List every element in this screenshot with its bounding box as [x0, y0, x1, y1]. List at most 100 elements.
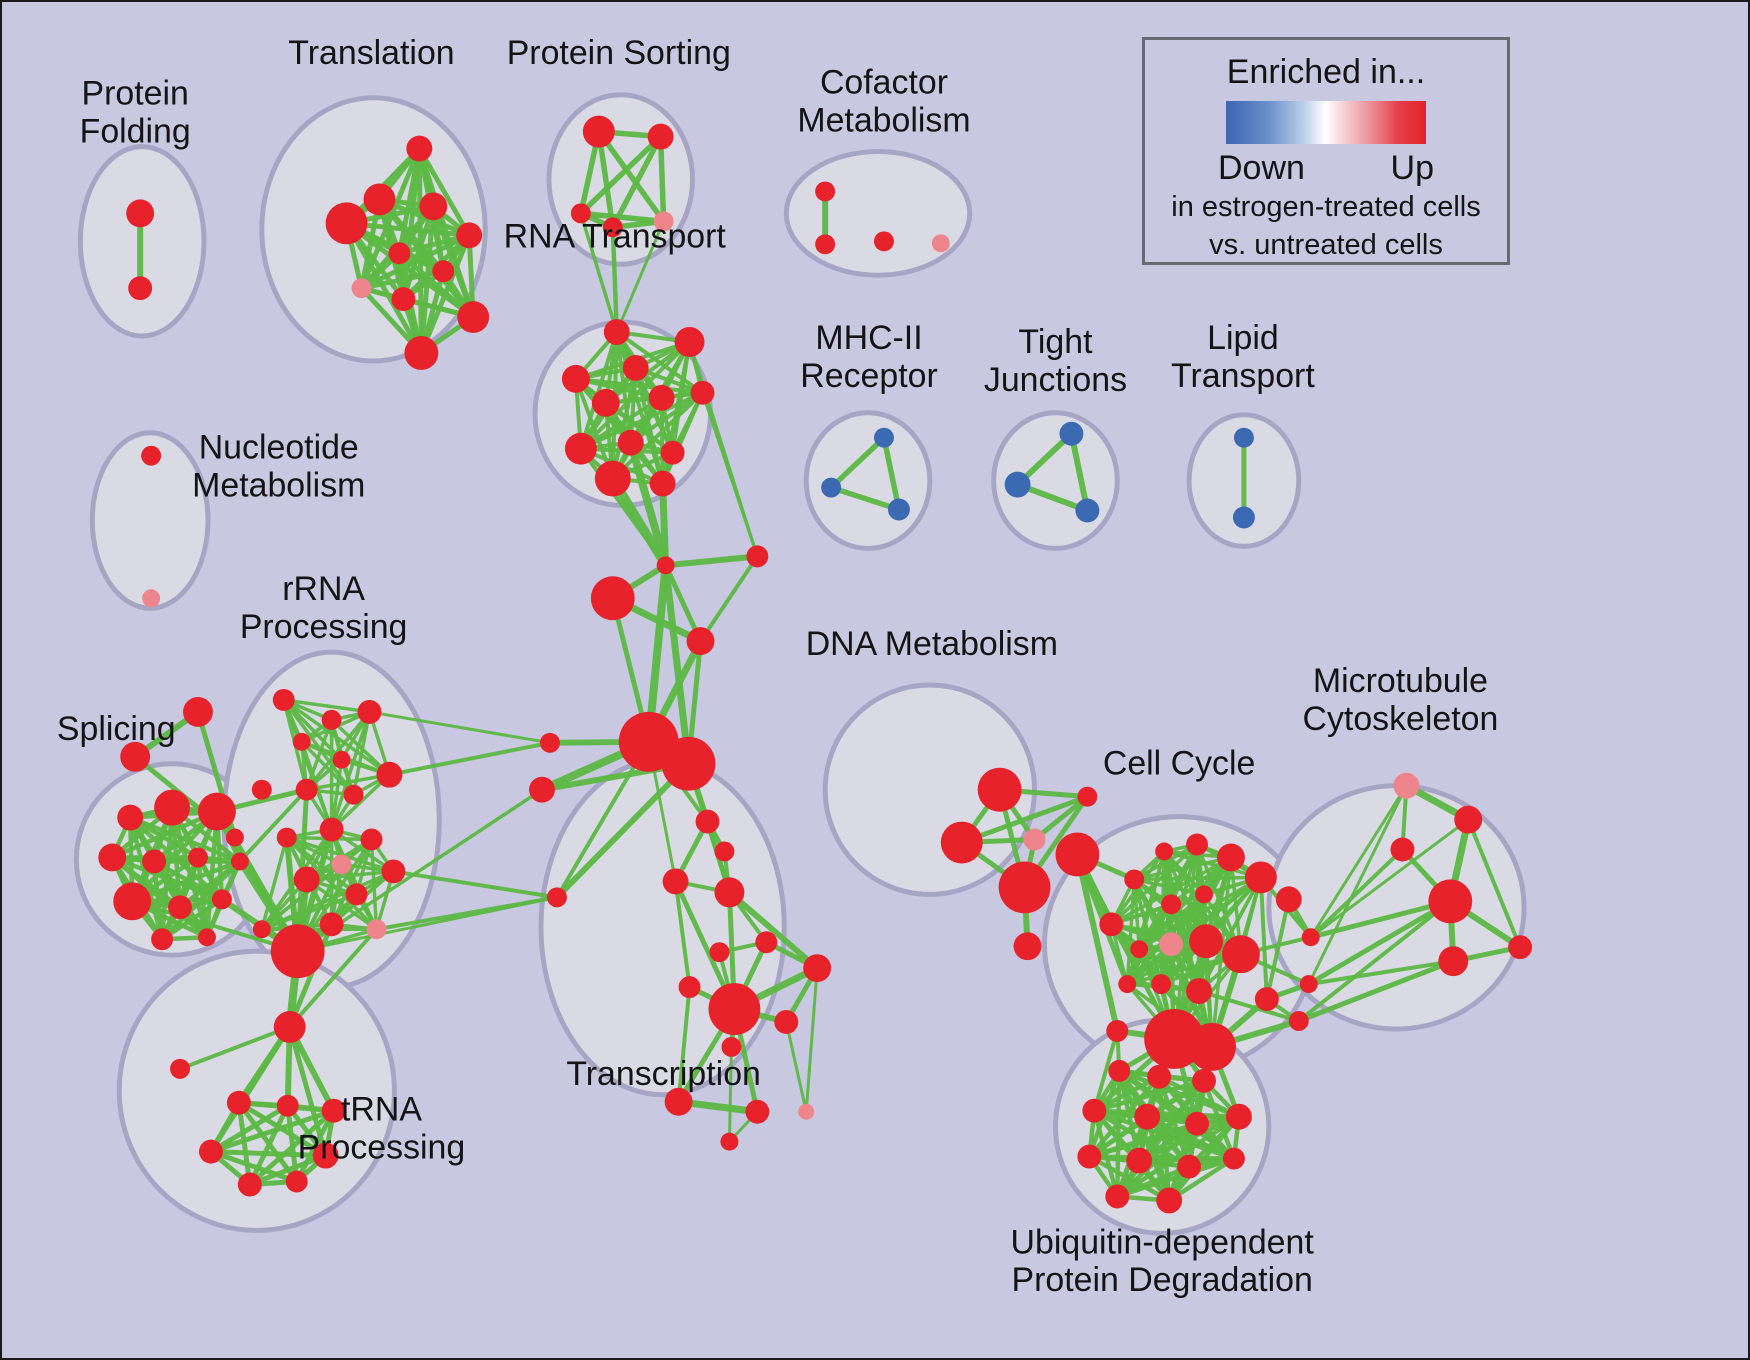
edge [304, 710, 372, 792]
edge [959, 794, 1090, 846]
edge [828, 434, 887, 491]
gene-set-node [321, 1098, 346, 1123]
gene-set-node [98, 843, 127, 872]
gene-set-node [603, 319, 630, 345]
gene-set-node [815, 234, 836, 255]
gene-set-node [1275, 886, 1302, 913]
edge [329, 772, 392, 832]
edge [304, 772, 392, 792]
gene-set-node [1075, 498, 1100, 523]
cluster-label-protein-folding: Folding [80, 113, 191, 151]
gene-set-node [803, 954, 832, 983]
gene-set-node [570, 203, 591, 224]
edge [208, 1149, 329, 1159]
edge [804, 966, 819, 1114]
gene-set-node [1159, 932, 1184, 957]
gene-set-node [1195, 885, 1214, 904]
gene-set-node [998, 861, 1051, 914]
gene-set-node [755, 931, 778, 954]
edge [727, 1045, 733, 1144]
gene-set-node [170, 1058, 191, 1079]
edge [1264, 897, 1291, 1002]
gene-set-node [1155, 842, 1174, 861]
gene-set-node [325, 202, 368, 245]
gene-set-node [815, 181, 836, 202]
gene-set-node [1390, 837, 1415, 862]
gene-set-node [1077, 786, 1098, 807]
gene-set-node [1244, 861, 1277, 894]
cluster-label-rrna-processing: Processing [240, 608, 408, 646]
gene-set-node [1189, 924, 1223, 959]
gene-set-node [977, 767, 1022, 812]
gene-set-node [1186, 978, 1213, 1005]
gene-set-node [345, 883, 368, 906]
gene-set-node [590, 576, 635, 621]
edge [1125, 902, 1173, 986]
cluster-label-protein-sorting: Protein Sorting [507, 34, 731, 72]
edge [662, 561, 693, 768]
edge [329, 710, 372, 832]
edge [1087, 1114, 1242, 1159]
gene-set-node [602, 217, 623, 238]
edge [610, 390, 705, 481]
gene-set-node [821, 477, 842, 498]
edge [260, 835, 289, 932]
edge [628, 390, 705, 445]
gene-set-node [674, 327, 705, 357]
edge [1162, 849, 1263, 880]
gene-set-node [237, 1172, 262, 1197]
edge [237, 787, 309, 864]
edge [553, 760, 692, 901]
edge [657, 133, 667, 225]
gene-set-node [1161, 894, 1182, 915]
gene-set-node [1059, 421, 1084, 446]
edge [784, 1020, 808, 1114]
cluster-label-dna-metabolism: DNA Metabolism [806, 625, 1058, 663]
cluster-label-lipid-transport: Lipid [1207, 319, 1279, 357]
gene-set-node [197, 792, 236, 831]
edge [596, 128, 616, 231]
edge [701, 391, 759, 558]
gene-set-node [1254, 987, 1279, 1012]
edge [1309, 818, 1470, 939]
gene-set-node [276, 1094, 299, 1117]
gene-set-node [226, 1090, 251, 1115]
gene-set-node [331, 854, 352, 875]
gene-set-node [690, 380, 715, 405]
edge [110, 809, 220, 860]
gene-set-node [252, 920, 271, 939]
gene-set-node [1151, 974, 1172, 995]
gene-set-node [141, 445, 162, 466]
gene-set-node [647, 123, 674, 150]
edge [1032, 794, 1090, 843]
cluster-label-transcription: Transcription [566, 1055, 761, 1093]
gene-set-node [714, 841, 735, 862]
gene-set-node [746, 545, 769, 568]
gene-set-node [660, 440, 685, 465]
gene-set-node [142, 849, 167, 874]
edge [396, 250, 476, 320]
edge [304, 877, 379, 932]
edge [578, 330, 619, 451]
cluster-label-lipid-transport: Transport [1171, 357, 1315, 395]
edge [698, 554, 760, 644]
gene-set-node [188, 847, 208, 868]
edge [578, 390, 705, 451]
cluster-label-nucleotide-metabolism: Nucleotide [199, 429, 359, 467]
gene-set-node [360, 828, 383, 851]
gene-set-node [198, 1139, 223, 1164]
edge [662, 553, 761, 569]
edge [260, 862, 344, 932]
cluster-label-splicing: Splicing [57, 710, 176, 748]
edge [578, 446, 668, 568]
cluster-label-cofactor-metabolism: Metabolism [797, 102, 970, 140]
gene-set-node [1216, 843, 1245, 872]
gene-set-node [1438, 946, 1469, 977]
edge [387, 740, 552, 777]
cluster-label-microtubule-cytoskeleton: Cytoskeleton [1303, 700, 1499, 738]
gene-set-node [529, 776, 555, 803]
edge [1136, 1114, 1242, 1163]
gene-set-node [388, 242, 411, 265]
legend-caption-line1: in estrogen-treated cells [1171, 191, 1481, 224]
edge [659, 480, 670, 569]
